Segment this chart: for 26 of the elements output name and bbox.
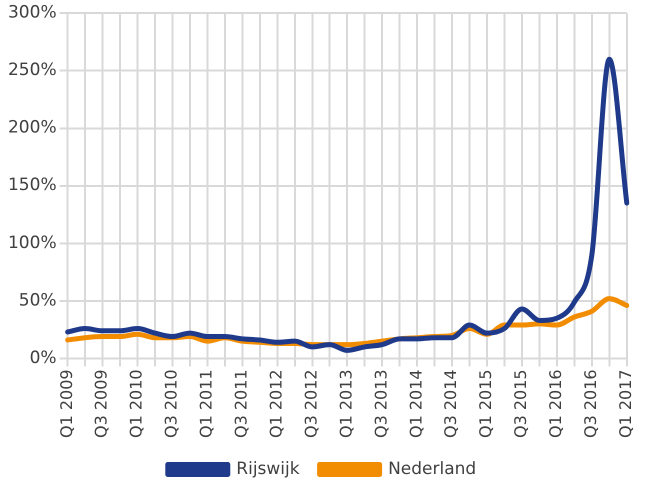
legend-label: Nederland (388, 458, 476, 479)
x-tick-label: Q3 2010 (162, 369, 181, 438)
x-tick-label: Q1 2013 (336, 369, 356, 438)
x-tick-label: Q1 2014 (406, 369, 426, 438)
x-tick-label: Q3 2016 (581, 369, 600, 438)
x-tick-label: Q3 2015 (511, 369, 530, 438)
x-tick-label: Q1 2010 (126, 369, 146, 438)
y-tick-label: 300% (8, 2, 57, 23)
x-tick-label: Q1 2011 (196, 369, 216, 438)
legend-label: Rijswijk (236, 458, 300, 479)
y-tick-label: 0% (30, 348, 57, 368)
y-tick-label: 50% (18, 290, 57, 310)
y-tick-label: 250% (8, 60, 57, 80)
y-tick-label: 150% (8, 175, 57, 196)
x-tick-label: Q3 2009 (92, 369, 111, 438)
x-tick-label: Q3 2011 (232, 369, 251, 438)
y-tick-label: 200% (8, 118, 57, 138)
x-tick-label: Q1 2015 (476, 369, 496, 438)
x-tick-label: Q3 2013 (371, 369, 390, 438)
x-tick-label: Q1 2012 (266, 369, 286, 438)
x-tick-label: Q3 2012 (301, 369, 320, 438)
x-tick-label: Q1 2016 (546, 369, 566, 438)
y-tick-label: 100% (8, 232, 57, 253)
x-tick-label: Q1 2017 (616, 369, 635, 438)
x-tick-label: Q3 2014 (441, 369, 460, 438)
x-tick-label: Q1 2009 (56, 369, 76, 438)
